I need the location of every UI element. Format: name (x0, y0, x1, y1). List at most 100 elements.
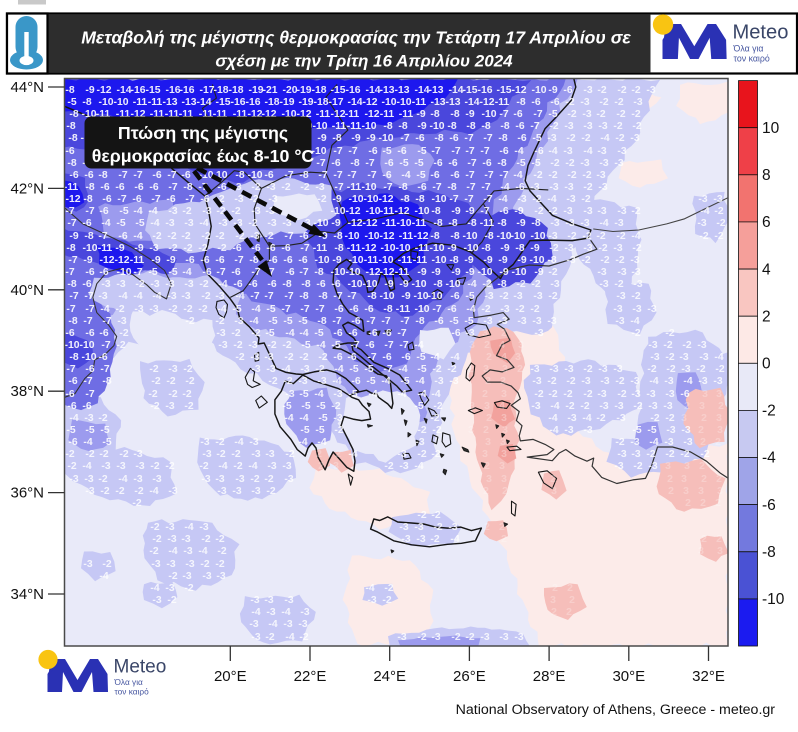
svg-text:2: 2 (486, 352, 492, 363)
svg-text:-8: -8 (398, 121, 407, 132)
svg-text:-10: -10 (330, 206, 345, 217)
svg-text:-3: -3 (284, 474, 293, 485)
svg-text:-12: -12 (394, 206, 409, 217)
svg-text:-3: -3 (631, 389, 640, 400)
svg-text:-2: -2 (596, 109, 605, 120)
svg-text:-11: -11 (133, 97, 148, 108)
svg-text:2: 2 (716, 474, 722, 485)
svg-text:-2: -2 (266, 486, 275, 497)
svg-text:-2: -2 (547, 376, 556, 387)
svg-text:-11: -11 (165, 109, 180, 120)
svg-text:-3: -3 (298, 619, 307, 630)
svg-text:-8: -8 (415, 194, 424, 205)
svg-text:3: 3 (486, 474, 492, 485)
svg-text:-10: -10 (427, 291, 442, 302)
svg-text:-14: -14 (365, 85, 380, 96)
svg-text:-3: -3 (415, 437, 424, 448)
svg-text:3: 3 (716, 413, 722, 424)
svg-text:-4: -4 (397, 389, 406, 400)
svg-text:-10: -10 (79, 340, 94, 351)
svg-text:-5: -5 (399, 158, 408, 169)
svg-text:-6: -6 (499, 146, 508, 157)
svg-text:-8: -8 (249, 255, 258, 266)
svg-text:38°N: 38°N (10, 383, 44, 400)
svg-text:-8: -8 (762, 544, 776, 561)
svg-text:-12: -12 (130, 109, 145, 120)
svg-text:-3: -3 (215, 291, 224, 302)
svg-text:-12: -12 (347, 218, 362, 229)
svg-text:-2: -2 (615, 376, 624, 387)
svg-text:-10: -10 (762, 591, 785, 608)
svg-text:-2: -2 (596, 231, 605, 242)
svg-text:-2: -2 (150, 461, 159, 472)
svg-text:-3: -3 (267, 461, 276, 472)
svg-text:-4: -4 (118, 291, 127, 302)
svg-text:-6: -6 (550, 97, 559, 108)
svg-text:-2: -2 (166, 376, 175, 387)
svg-text:-7: -7 (499, 170, 508, 181)
svg-text:-7: -7 (484, 170, 493, 181)
svg-text:-3: -3 (182, 571, 191, 582)
svg-text:-10: -10 (429, 121, 444, 132)
svg-text:-20: -20 (282, 85, 297, 96)
svg-text:-3: -3 (267, 218, 276, 229)
svg-text:-5: -5 (315, 425, 324, 436)
svg-text:-2: -2 (665, 352, 674, 363)
svg-text:-8: -8 (102, 376, 111, 387)
svg-text:-3: -3 (597, 146, 606, 157)
svg-text:-4: -4 (714, 352, 723, 363)
svg-text:-3: -3 (530, 364, 539, 375)
svg-text:-6: -6 (65, 328, 74, 339)
svg-text:-3: -3 (181, 291, 190, 302)
svg-text:-3: -3 (614, 401, 623, 412)
svg-text:-10: -10 (198, 170, 213, 181)
svg-text:-3: -3 (564, 243, 573, 254)
svg-text:-3: -3 (165, 401, 174, 412)
svg-text:-12: -12 (99, 255, 114, 266)
svg-text:3: 3 (681, 413, 687, 424)
svg-text:-3: -3 (134, 304, 143, 315)
svg-text:-14: -14 (347, 97, 362, 108)
svg-text:-6: -6 (82, 218, 91, 229)
svg-text:-10: -10 (365, 206, 380, 217)
svg-text:-2: -2 (216, 449, 225, 460)
svg-text:-2: -2 (581, 255, 590, 266)
svg-text:-9: -9 (451, 206, 460, 217)
svg-text:-8: -8 (515, 243, 524, 254)
svg-text:-8: -8 (333, 231, 342, 242)
svg-text:-3: -3 (117, 316, 126, 327)
svg-text:3: 3 (333, 461, 339, 472)
svg-text:-4: -4 (548, 413, 557, 424)
svg-text:-8: -8 (334, 243, 343, 254)
svg-text:-7: -7 (234, 255, 243, 266)
svg-text:-3: -3 (285, 389, 294, 400)
svg-text:-2: -2 (431, 449, 440, 460)
svg-text:-2: -2 (181, 231, 190, 242)
svg-text:-5: -5 (364, 364, 373, 375)
svg-text:-8: -8 (318, 291, 327, 302)
svg-text:-2: -2 (268, 376, 277, 387)
svg-text:2: 2 (500, 376, 506, 387)
svg-text:-10: -10 (345, 267, 360, 278)
svg-text:3: 3 (469, 401, 475, 412)
svg-text:-3: -3 (550, 279, 559, 290)
svg-text:-2: -2 (666, 364, 675, 375)
svg-text:-9: -9 (465, 206, 474, 217)
svg-text:-6: -6 (450, 291, 459, 302)
svg-text:-2: -2 (515, 304, 524, 315)
svg-text:-5: -5 (316, 401, 325, 412)
svg-text:-9: -9 (499, 267, 508, 278)
svg-text:-3: -3 (202, 206, 211, 217)
svg-text:-9: -9 (465, 267, 474, 278)
svg-text:-3: -3 (399, 461, 408, 472)
svg-text:-2: -2 (615, 255, 624, 266)
svg-text:-5: -5 (85, 425, 94, 436)
svg-text:2: 2 (551, 607, 557, 618)
svg-text:-2: -2 (582, 231, 591, 242)
svg-text:-10: -10 (396, 218, 411, 229)
svg-text:-3: -3 (234, 316, 243, 327)
svg-text:-3: -3 (133, 474, 142, 485)
svg-text:-4: -4 (316, 340, 325, 351)
svg-text:-3: -3 (616, 413, 625, 424)
svg-text:-2: -2 (102, 559, 111, 570)
